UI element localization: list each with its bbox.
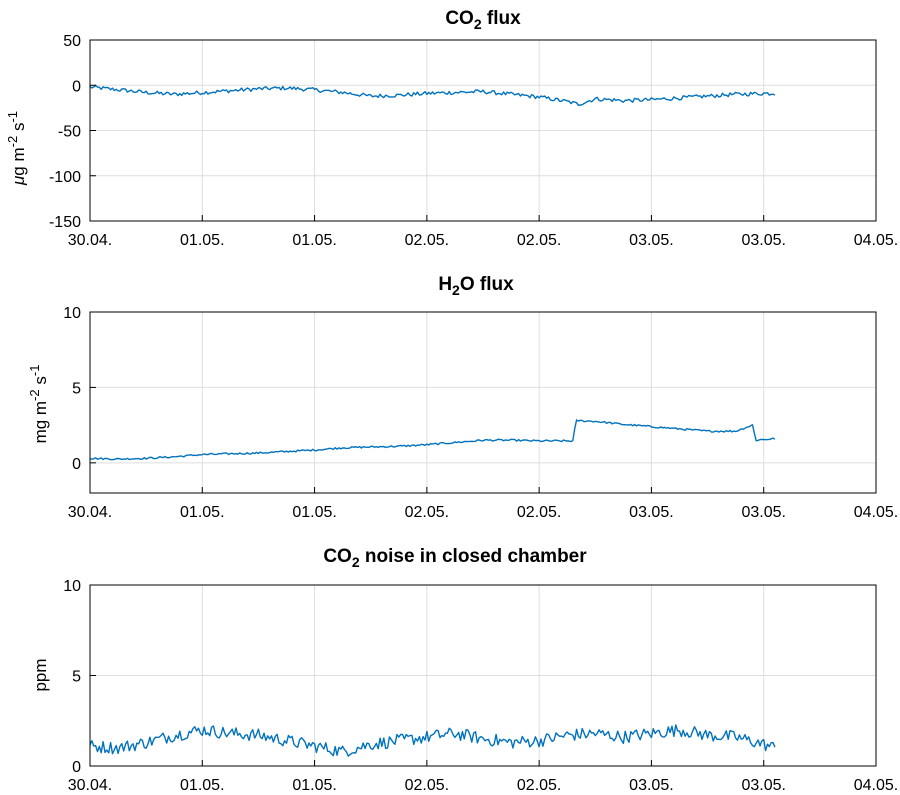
co2-flux-ytick-label: 0 — [72, 78, 81, 95]
h2o-flux-ytick-label: 5 — [72, 380, 81, 397]
co2-noise-xtick-label: 03.05. — [629, 777, 673, 794]
co2-noise-ytick-label: 0 — [72, 759, 81, 776]
co2-flux-ytick-label: 50 — [63, 33, 81, 50]
co2-flux-xtick-label: 02.05. — [405, 232, 449, 249]
h2o-flux-xtick-label: 01.05. — [292, 504, 336, 521]
co2-flux-ylabel: μg m-2 s-1 — [5, 111, 28, 186]
co2-noise-xtick-label: 01.05. — [180, 777, 224, 794]
h2o-flux-ytick-label: 10 — [63, 305, 81, 322]
co2-flux-grid — [90, 40, 876, 221]
h2o-flux-ytick-label: 0 — [72, 456, 81, 473]
co2-flux-xtick-label: 02.05. — [517, 232, 561, 249]
co2-flux-title: CO2 flux — [445, 8, 521, 32]
h2o-flux-xtick-label: 02.05. — [405, 504, 449, 521]
h2o-flux-panel: H2O flux 30.04. 01.05. 01.05. 02.05. 02.05. 0… — [27, 274, 898, 521]
co2-noise-xtick-label: 03.05. — [741, 777, 785, 794]
co2-flux-panel: CO2 flux 30.04. 01.05. 01.05. 02.05. 02.05. 0… — [5, 8, 898, 249]
co2-flux-xtick-label: 01.05. — [180, 232, 224, 249]
co2-flux-ytick-label: -100 — [49, 169, 81, 186]
co2-noise-ylabel: ppm — [31, 658, 50, 691]
co2-noise-ticks: 30.04. 01.05. 01.05. 02.05. 02.05. 03.05. 03.0… — [63, 578, 898, 794]
co2-noise-ytick-label: 5 — [72, 669, 81, 686]
co2-flux-xtick-label: 04.05. — [854, 232, 898, 249]
co2-noise-xtick-label: 04.05. — [854, 777, 898, 794]
co2-noise-title: CO2 noise in closed chamber — [323, 546, 587, 570]
co2-flux-xtick-label: 03.05. — [741, 232, 785, 249]
co2-noise-series-line — [89, 724, 776, 757]
co2-noise-xtick-label: 30.04. — [68, 777, 112, 794]
h2o-flux-xtick-label: 30.04. — [68, 504, 112, 521]
co2-flux-xtick-label: 03.05. — [629, 232, 673, 249]
co2-noise-xtick-label: 01.05. — [292, 777, 336, 794]
h2o-flux-series-line — [89, 419, 776, 461]
co2-noise-grid — [90, 585, 876, 766]
h2o-flux-xtick-label: 02.05. — [517, 504, 561, 521]
co2-noise-xtick-label: 02.05. — [517, 777, 561, 794]
h2o-flux-xtick-label: 01.05. — [180, 504, 224, 521]
h2o-flux-title: H2O flux — [438, 274, 514, 298]
h2o-flux-ticks: 30.04. 01.05. 01.05. 02.05. 02.05. 03.05. 03.0… — [63, 305, 898, 521]
h2o-flux-xtick-label: 03.05. — [629, 504, 673, 521]
co2-flux-series-line — [89, 84, 776, 107]
co2-flux-ytick-label: -50 — [58, 124, 81, 141]
h2o-flux-xtick-label: 03.05. — [741, 504, 785, 521]
co2-flux-ticks: 30.04. 01.05. 01.05. 02.05. 02.05. 03.05. 03.0… — [49, 33, 898, 249]
co2-flux-xtick-label: 30.04. — [68, 232, 112, 249]
h2o-flux-xtick-label: 04.05. — [854, 504, 898, 521]
co2-noise-xtick-label: 02.05. — [405, 777, 449, 794]
h2o-flux-grid — [90, 312, 876, 493]
co2-flux-ytick-label: -150 — [49, 214, 81, 231]
co2-noise-ytick-label: 10 — [63, 578, 81, 595]
h2o-flux-ylabel: mg m-2 s-1 — [27, 365, 50, 444]
co2-noise-panel: CO2 noise in closed chamber 30.04. 01.05.… — [31, 546, 898, 794]
co2-flux-xtick-label: 01.05. — [292, 232, 336, 249]
h2o-flux-axes-box — [89, 311, 877, 494]
